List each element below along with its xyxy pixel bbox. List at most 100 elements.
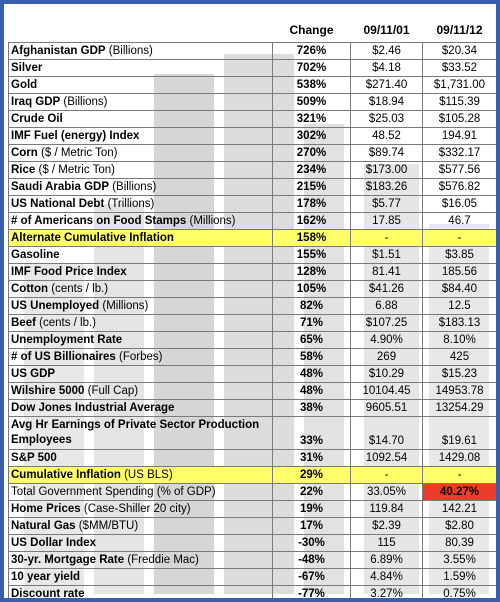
row-name: 30-yr. Mortgage Rate [11,553,125,566]
row-value-2012: 185.56 [422,263,496,281]
row-value-2001: 10104.45 [350,382,423,400]
row-name: US National Debt [11,197,105,210]
row-label: Gold [8,76,273,94]
row-label: Total Government Spending (% of GDP) [8,483,273,501]
row-value-2012: $577.56 [422,161,496,179]
row-name: US Dollar Index [11,536,96,549]
table-row: Gold 538% $271.40 $1,731.00 [8,76,496,94]
row-change: 234% [272,161,351,179]
header-date-2012: 09/11/12 [436,23,483,37]
row-change: 128% [272,263,351,281]
row-value-2001: $89.74 [350,144,423,162]
row-name: Cotton [11,282,49,295]
row-label: IMF Food Price Index [8,263,273,281]
row-value-2012: 1429.08 [422,449,496,467]
row-name: Avg Hr Earnings of Private Sector Produc… [11,419,260,446]
row-change: 22% [272,483,351,501]
row-value-2012: $115.39 [422,93,496,111]
row-value-2012: - [422,466,496,484]
row-label: Natural Gas ($MM/BTU) [8,517,273,535]
row-value-2012: $332.17 [422,144,496,162]
row-value-2001: $25.03 [350,110,423,128]
row-label: Discount rate [8,585,273,598]
row-value-2012: 142.21 [422,500,496,518]
row-value-2001: 33.05% [350,483,423,501]
row-note: (Trillions) [104,197,155,210]
table-row: Saudi Arabia GDP (Billions) 215% $183.26 $5… [8,178,496,196]
row-label: Wilshire 5000 (Full Cap) [8,382,273,400]
table-row: Silver 702% $4.18 $33.52 [8,59,496,77]
table-row: Unemployment Rate 65% 4.90% 8.10% [8,331,496,349]
row-name: Silver [11,61,43,74]
row-label: Cotton (cents / lb.) [8,280,273,298]
row-name: IMF Food Price Index [11,265,127,278]
row-label: US National Debt (Trillions) [8,195,273,213]
table-row: # of Americans on Food Stamps (Millions)… [8,212,496,230]
row-value-2001: 81.41 [350,263,423,281]
row-value-2001: $271.40 [350,76,423,94]
table-row: Beef (cents / lb.) 71% $107.25 $183.13 [8,314,496,332]
row-label: Crude Oil [8,110,273,128]
table-row: IMF Fuel (energy) Index 302% 48.52 194.91 [8,127,496,145]
row-label: US Unemployed (Millions) [8,297,273,315]
row-value-2001: $1.51 [350,246,423,264]
row-note: (Millions) [99,299,149,312]
row-note: (cents / lb.) [35,316,97,329]
row-value-2012: $15.23 [422,365,496,383]
row-change: 509% [272,93,351,111]
row-change: 65% [272,331,351,349]
row-name: Iraq GDP [11,95,61,108]
row-value-2012: 425 [422,348,496,366]
row-value-2012: 14953.78 [422,382,496,400]
row-value-2001: $183.26 [350,178,423,196]
row-value-2001: 6.88 [350,297,423,315]
table-row: Iraq GDP (Billions) 509% $18.94 $115.39 [8,93,496,111]
row-label: Alternate Cumulative Inflation [8,229,273,247]
row-name: Unemployment Rate [11,333,123,346]
row-value-2012: 80.39 [422,534,496,552]
row-name: Rice [11,163,36,176]
row-label: Gasoline [8,246,273,264]
table-row: 30-yr. Mortgage Rate (Freddie Mac) -48% 6.… [8,551,496,569]
table-row: US Unemployed (Millions) 82% 6.88 12.5 [8,297,496,315]
row-name: Corn [11,146,38,159]
header-date-2001: 09/11/01 [363,23,410,37]
row-label: Corn ($ / Metric Ton) [8,144,273,162]
row-value-2012: $2.80 [422,517,496,535]
row-change: 38% [272,399,351,417]
row-name: Total Government Spending [11,485,154,498]
row-note: (Freddie Mac) [124,553,199,566]
row-change: 17% [272,517,351,535]
row-label: Rice ($ / Metric Ton) [8,161,273,179]
table-row: US National Debt (Trillions) 178% $5.77 $16… [8,195,496,213]
row-label: Afghanistan GDP (Billions) [8,42,273,60]
row-value-2012: $183.13 [422,314,496,332]
table-row: Wilshire 5000 (Full Cap) 48% 10104.45 14953… [8,382,496,400]
table-row: US GDP 48% $10.29 $15.23 [8,365,496,383]
row-note: (Millions) [186,214,236,227]
table-row: Dow Jones Industrial Average 38% 9605.51 13… [8,399,496,417]
row-label: S&P 500 [8,449,273,467]
table-row: Corn ($ / Metric Ton) 270% $89.74 $332.17 [8,144,496,162]
row-value-2012: 1.59% [422,568,496,586]
row-change: -48% [272,551,351,569]
row-name: Natural Gas [11,519,76,532]
row-change: -77% [272,585,351,598]
row-change: 48% [272,365,351,383]
row-label: Iraq GDP (Billions) [8,93,273,111]
row-value-2001: 119.84 [350,500,423,518]
row-note: (Full Cap) [84,384,139,397]
row-value-2001: 48.52 [350,127,423,145]
row-value-2012: 194.91 [422,127,496,145]
row-label: IMF Fuel (energy) Index [8,127,273,145]
row-note: ($ / Metric Ton) [35,163,115,176]
row-note: ($MM/BTU) [75,519,139,532]
row-value-2012: $20.34 [422,42,496,60]
row-value-2001: - [350,229,423,247]
row-value-2001: $5.77 [350,195,423,213]
row-value-2012: 3.55% [422,551,496,569]
row-value-2001: $107.25 [350,314,423,332]
table-row: Cotton (cents / lb.) 105% $41.26 $84.40 [8,280,496,298]
row-value-2012: $33.52 [422,59,496,77]
row-change: 19% [272,500,351,518]
